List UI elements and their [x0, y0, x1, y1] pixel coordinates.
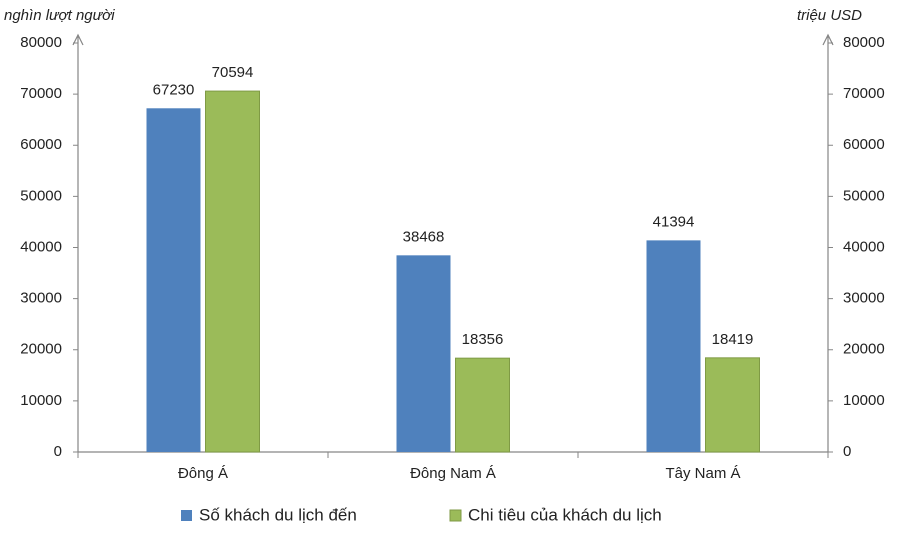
y-tick-label: 40000: [20, 238, 62, 255]
y2-axis-label: triệu USD: [797, 7, 862, 24]
y2-tick-label: 20000: [843, 341, 885, 358]
y-tick-label: 10000: [20, 392, 62, 409]
legend-swatch: [449, 509, 462, 522]
y2-tick-label: 30000: [843, 290, 885, 307]
y-tick-label: 50000: [20, 187, 62, 204]
y-tick-label: 60000: [20, 136, 62, 153]
bar: [646, 240, 701, 452]
value-label: 70594: [212, 64, 254, 81]
y-tick-label: 20000: [20, 341, 62, 358]
y2-tick-label: 10000: [843, 392, 885, 409]
y-tick-label: 80000: [20, 34, 62, 51]
y2-tick-label: 40000: [843, 238, 885, 255]
value-label: 18356: [462, 331, 504, 348]
legend-label: Số khách du lịch đến: [199, 505, 357, 524]
x-tick-label: Đông Nam Á: [410, 465, 496, 482]
bar: [705, 357, 760, 453]
y2-axis: [822, 33, 834, 452]
bar: [396, 255, 451, 452]
y-tick-label: 30000: [20, 290, 62, 307]
bar: [205, 90, 260, 453]
legend-swatch: [181, 510, 192, 521]
y2-tick-label: 0: [843, 443, 851, 460]
value-label: 67230: [153, 81, 195, 98]
x-tick-label: Đông Á: [178, 465, 228, 482]
value-label: 18419: [712, 331, 754, 348]
bar: [146, 108, 201, 453]
value-label: 38468: [403, 228, 445, 245]
y-axis-label: nghìn lượt người: [4, 7, 115, 24]
y2-tick-label: 80000: [843, 34, 885, 51]
y-axis: [72, 33, 84, 452]
value-label: 41394: [653, 213, 695, 230]
y-tick-label: 0: [54, 443, 62, 460]
y2-tick-label: 70000: [843, 85, 885, 102]
y2-tick-label: 60000: [843, 136, 885, 153]
legend-label: Chi tiêu của khách du lịch: [468, 505, 662, 524]
x-tick-label: Tây Nam Á: [665, 465, 740, 482]
bar: [455, 357, 510, 453]
y-tick-label: 70000: [20, 85, 62, 102]
y2-tick-label: 50000: [843, 187, 885, 204]
